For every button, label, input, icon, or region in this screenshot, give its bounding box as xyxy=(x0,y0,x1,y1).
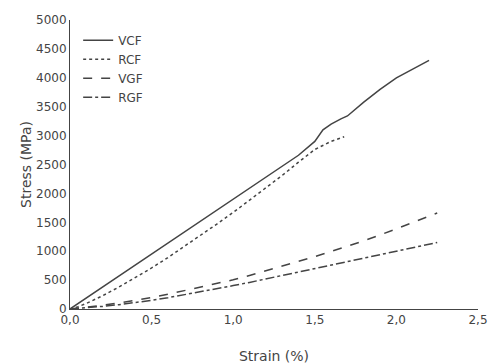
svg-text:1500: 1500 xyxy=(36,216,67,230)
svg-text:0,0: 0,0 xyxy=(60,313,79,327)
svg-text:1,0: 1,0 xyxy=(224,313,243,327)
svg-text:0,5: 0,5 xyxy=(142,313,161,327)
svg-text:RGF: RGF xyxy=(118,91,143,105)
svg-text:3000: 3000 xyxy=(36,129,67,143)
svg-text:VCF: VCF xyxy=(118,34,142,48)
svg-text:1,5: 1,5 xyxy=(305,313,324,327)
svg-text:0: 0 xyxy=(59,302,67,316)
svg-text:2,5: 2,5 xyxy=(468,313,487,327)
svg-text:2000: 2000 xyxy=(36,187,67,201)
svg-text:3500: 3500 xyxy=(36,100,67,114)
svg-text:VGF: VGF xyxy=(118,72,143,86)
svg-text:Strain (%): Strain (%) xyxy=(239,348,309,364)
svg-text:RCF: RCF xyxy=(118,53,141,67)
svg-text:5000: 5000 xyxy=(36,13,67,27)
svg-text:500: 500 xyxy=(44,273,67,287)
svg-text:2500: 2500 xyxy=(36,158,67,172)
svg-text:1000: 1000 xyxy=(36,244,67,258)
svg-text:Stress (MPa): Stress (MPa) xyxy=(18,121,34,208)
svg-text:4000: 4000 xyxy=(36,71,67,85)
svg-text:4500: 4500 xyxy=(36,42,67,56)
svg-text:2,0: 2,0 xyxy=(387,313,406,327)
